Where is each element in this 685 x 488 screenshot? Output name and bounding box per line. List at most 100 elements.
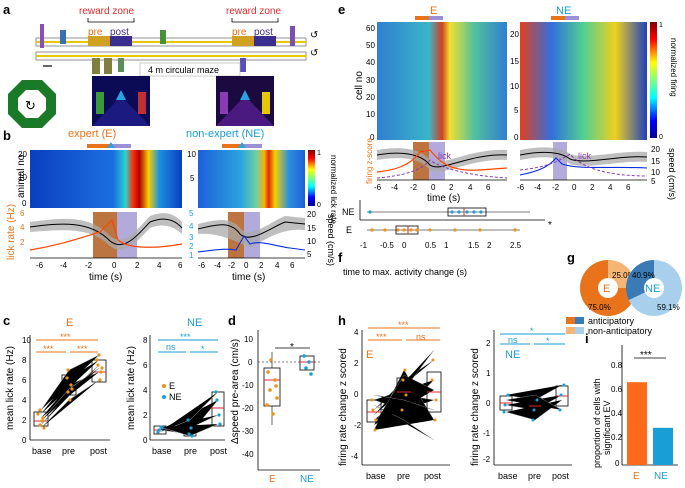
e-ne-xtick: 6 bbox=[626, 183, 631, 192]
g-legend-swatch-ne-non bbox=[575, 327, 584, 334]
d-ne-dot bbox=[302, 354, 306, 358]
reward-zone-label-2: reward zone bbox=[226, 6, 281, 17]
i-ytick: 0 bbox=[615, 459, 620, 468]
g-pie-ne-hole bbox=[644, 278, 664, 298]
b-xtick: 0 bbox=[112, 261, 117, 270]
h-ne-dot bbox=[558, 408, 562, 412]
e-heatmap-expert bbox=[377, 22, 507, 140]
panel-label-i: i bbox=[585, 331, 589, 346]
c-dot bbox=[66, 390, 70, 394]
h-lines-e bbox=[373, 349, 435, 441]
c-dot bbox=[41, 416, 45, 420]
b-post-bar-e bbox=[111, 144, 131, 148]
panel-f: NE E * -1 -0.5 0 0.5 1 1.5 2 2.5 time to… bbox=[342, 200, 552, 277]
b-speed-line-e bbox=[29, 218, 183, 245]
b-speed-tick-10: 10 bbox=[307, 237, 316, 246]
e-cbar-min: 0 bbox=[659, 134, 663, 141]
b-xticks-e: -6 -4 -2 0 2 4 6 bbox=[36, 261, 183, 270]
b-xtick-ne: -6 bbox=[198, 261, 206, 270]
d-ne-dot bbox=[307, 360, 311, 364]
e-post-shade-ne bbox=[553, 142, 567, 180]
panel-label-h: h bbox=[338, 313, 346, 328]
panel-b: expert (E) non-expert (NE) 1 0 normalize… bbox=[6, 128, 338, 283]
i-bar-nonexpert bbox=[653, 427, 673, 465]
c-ne-xtick: pre bbox=[184, 446, 197, 456]
e-post-bar-ne bbox=[565, 16, 579, 20]
f-dot bbox=[402, 228, 406, 232]
g-pie-ne-label: NE bbox=[645, 283, 660, 295]
f-xtick: 2.5 bbox=[510, 241, 522, 250]
b-tick-20: 20 bbox=[18, 150, 27, 159]
f-dot bbox=[415, 228, 419, 232]
e-ytick: 10 bbox=[366, 110, 375, 119]
f-dot bbox=[478, 228, 482, 232]
vr-view-1-floor bbox=[92, 96, 150, 126]
h-xtick: pre bbox=[397, 471, 410, 481]
e-lick-line-ne bbox=[519, 153, 648, 177]
e-ne-xtick: -6 bbox=[517, 183, 525, 192]
e-ne-ytick: 10 bbox=[510, 82, 519, 91]
h-dot bbox=[431, 358, 435, 362]
g-legend-anticipatory: anticipatory bbox=[588, 316, 635, 326]
vr-view-2-wall-right bbox=[262, 92, 270, 114]
cue-pillar-1 bbox=[92, 58, 100, 74]
h-ne-dot bbox=[503, 403, 507, 407]
panel-label-b: b bbox=[3, 128, 11, 143]
d-dot bbox=[266, 370, 270, 374]
b-heatmap-nonexpert bbox=[198, 150, 305, 208]
b-speed-band-e bbox=[30, 213, 182, 250]
pre-zone-block-1 bbox=[88, 36, 110, 46]
f-xtick: 1.5 bbox=[468, 241, 480, 250]
h-ytick: 2 bbox=[354, 359, 359, 368]
h-dot bbox=[404, 393, 408, 397]
b-ylabel-speed: speed (cm/s) bbox=[326, 214, 336, 266]
b-xtick-ne: 6 bbox=[290, 261, 295, 270]
h-ne-ylabel: firing rate change z scored bbox=[470, 348, 481, 466]
loop-arrow-bottom-icon: ↺ bbox=[310, 48, 318, 59]
f-dot bbox=[453, 228, 457, 232]
c-sig-label: *** bbox=[60, 332, 71, 342]
e-firing-line-e bbox=[376, 149, 508, 173]
i-ytick: 0.8 bbox=[611, 361, 623, 370]
d-dot bbox=[273, 378, 277, 382]
b-ne-lick-1: 1 bbox=[189, 251, 194, 260]
h-ne-dot bbox=[506, 393, 510, 397]
c-dot bbox=[36, 412, 40, 416]
h-sig-label: *** bbox=[398, 320, 409, 330]
b-tick-10: 10 bbox=[18, 173, 27, 182]
d-dot bbox=[268, 388, 272, 392]
b-cbar-max: 1 bbox=[317, 150, 321, 157]
f-ne-dot bbox=[465, 210, 469, 214]
e-ne-xtick: -2 bbox=[552, 183, 560, 192]
c-ne-dot bbox=[156, 430, 160, 434]
g-pie-ne-pct-non: 59.1% bbox=[657, 303, 680, 312]
panel-h: E NE *** *** ns 4 2 0 -2 -4 firing rate … bbox=[338, 320, 572, 481]
g-legend-swatch-e-non bbox=[566, 327, 575, 334]
g-pie-ne-pct-ant: 40.9% bbox=[632, 271, 655, 280]
e-ne-ytick: 15 bbox=[510, 57, 519, 66]
c-ytick: 6 bbox=[22, 376, 27, 385]
panel-label-d: d bbox=[228, 313, 236, 328]
d-dot bbox=[269, 358, 273, 362]
e-post-bar-e bbox=[429, 16, 443, 20]
e-cbar-max: 1 bbox=[659, 22, 663, 29]
c-dot bbox=[38, 423, 42, 427]
b-pre-bar-e bbox=[87, 144, 111, 148]
c-dot bbox=[69, 383, 73, 387]
c-legend-ne: NE bbox=[169, 392, 182, 402]
b-lick-line-e bbox=[29, 218, 183, 251]
octagon-maze-inner bbox=[18, 90, 46, 118]
h-dots-ne bbox=[502, 383, 566, 422]
reward-zone-label-1: reward zone bbox=[79, 6, 134, 17]
pre-zone-block-2 bbox=[232, 36, 254, 46]
c-title-e: E bbox=[66, 317, 73, 329]
h-title-ne: NE bbox=[505, 349, 520, 361]
reward-bracket-1 bbox=[87, 18, 135, 23]
h-ne-dot bbox=[535, 398, 539, 402]
h-xtick: post bbox=[424, 471, 442, 481]
e-title-e: E bbox=[430, 5, 437, 17]
cue-pillar-4 bbox=[240, 58, 246, 72]
e-xtick: 4 bbox=[468, 183, 473, 192]
h-sig-label-ne: * bbox=[546, 336, 550, 346]
